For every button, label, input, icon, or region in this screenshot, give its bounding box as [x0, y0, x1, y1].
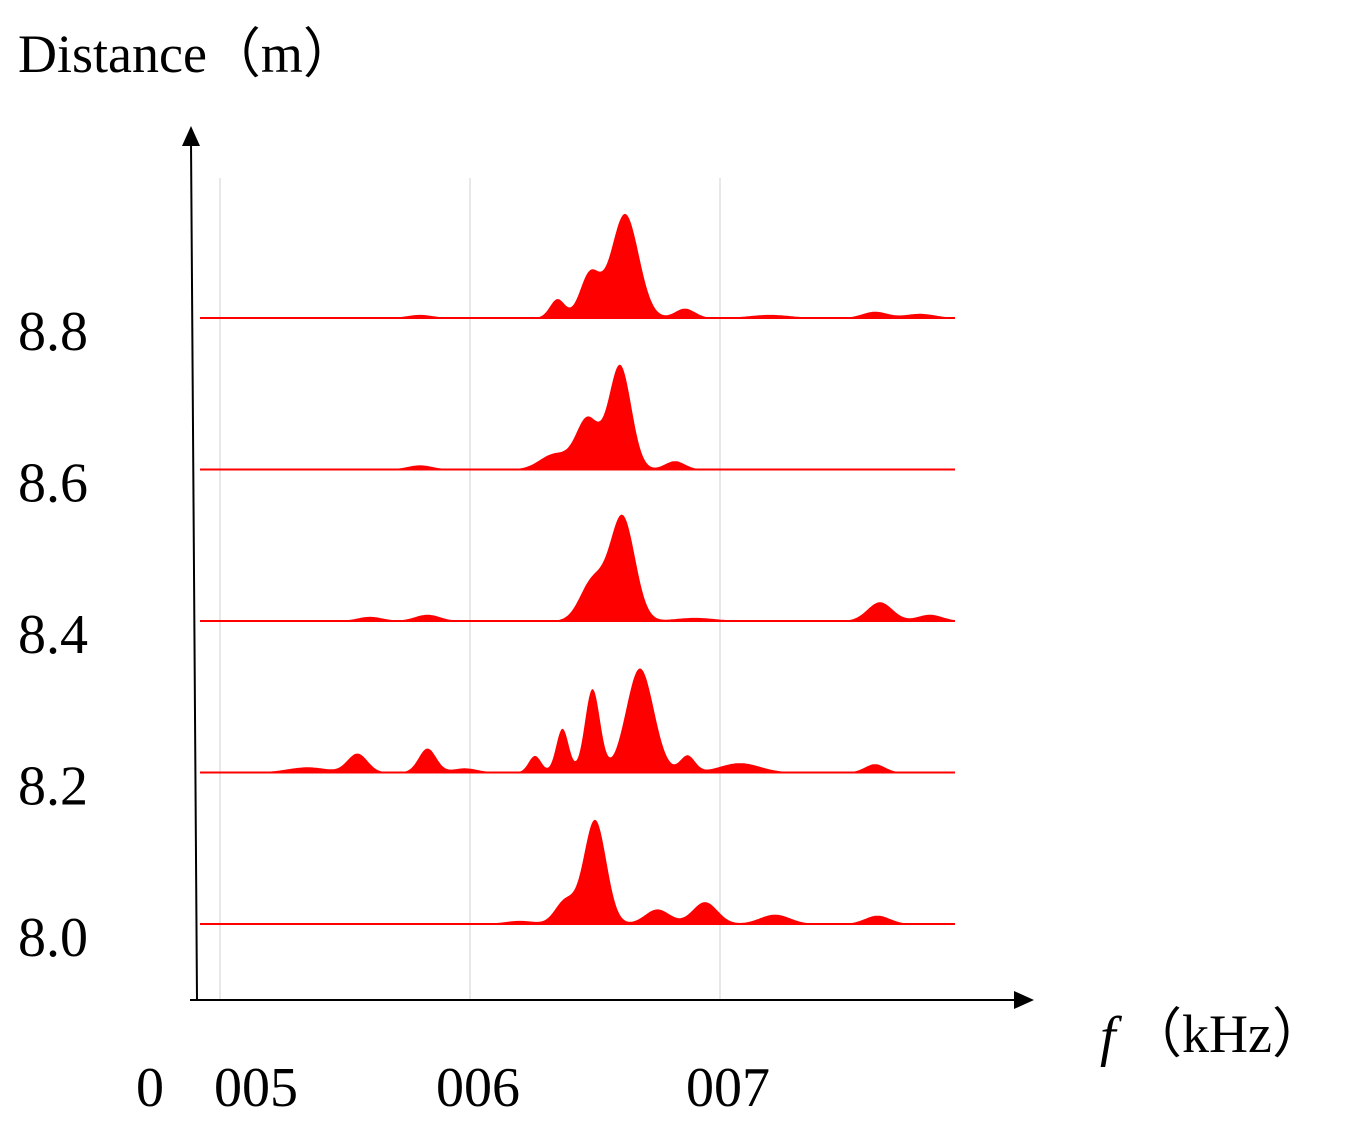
y-tick-label: 8.6: [18, 453, 88, 515]
y-tick-label: 8.4: [18, 604, 88, 666]
y-axis-arrow: [182, 126, 200, 146]
y-axis-title: Distance（m）: [18, 24, 357, 84]
spectrum-8.0: [200, 819, 955, 924]
y-tick-label: 8.8: [18, 301, 88, 363]
y-tick-label: 8.2: [18, 756, 88, 818]
x-tick-label: 007: [686, 1057, 770, 1119]
x-axis-arrow: [1014, 991, 1034, 1009]
spectrum-8.2: [200, 668, 955, 773]
y-axis: [190, 141, 198, 1001]
x-axis-symbol: f: [1100, 1006, 1123, 1068]
y-tick-label: 8.0: [18, 907, 88, 969]
x-tick-label: 006: [436, 1057, 520, 1119]
x-tick-label: 005: [214, 1057, 298, 1119]
spectrum-8.8: [200, 213, 955, 318]
x-axis-unit: （kHz）: [1128, 1004, 1326, 1064]
spectrum-8.4: [200, 514, 955, 621]
origin-label: 0: [136, 1057, 164, 1119]
spectrum-8.6: [200, 364, 955, 470]
